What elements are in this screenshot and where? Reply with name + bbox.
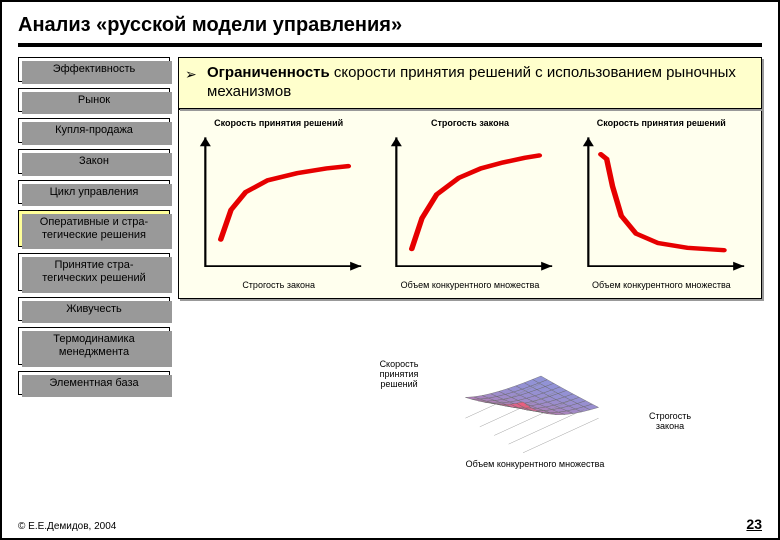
main-area: ➢ Ограниченность скорости принятия решен…	[178, 57, 762, 487]
surface-zlabel: Скорость принятия решений	[369, 360, 429, 390]
chart-ylabel-2: Скорость принятия решений	[570, 118, 753, 128]
sidebar-item-9[interactable]: Элементная база	[18, 371, 170, 396]
chart-2: Скорость принятия решенийОбъем конкурент…	[570, 118, 753, 290]
surface-ylabel: Строгость закона	[635, 412, 705, 432]
chart-svg-0	[187, 130, 370, 278]
sidebar-item-8[interactable]: Термодинамика менеджмента	[18, 327, 170, 364]
surface-chart: Скорость принятия решений Объем конкурен…	[353, 282, 723, 480]
charts-row: Скорость принятия решений Строгость закон…	[178, 109, 762, 299]
surface-xlabel: Объем конкурентного множества	[465, 460, 605, 470]
sidebar-item-0[interactable]: Эффективность	[18, 57, 170, 82]
chart-svg-2	[570, 130, 753, 278]
title-underline	[18, 43, 762, 47]
chart-0: Скорость принятия решений Строгость закон…	[187, 118, 370, 290]
sidebar-item-4[interactable]: Цикл управления	[18, 180, 170, 205]
chart-ylabel-0: Скорость принятия решений	[187, 118, 370, 128]
bullet-icon: ➢	[185, 66, 197, 83]
chart-svg-1	[378, 130, 561, 278]
sidebar: Эффективность Рынок Купля-продажа Закон Цикл…	[18, 57, 170, 487]
chart-xlabel-0: Строгость закона	[187, 280, 370, 290]
sidebar-item-2[interactable]: Купля-продажа	[18, 118, 170, 143]
slide-title: Анализ «русской модели управления»	[18, 14, 762, 37]
sidebar-item-5[interactable]: Оперативные и стра- тегические решения	[18, 210, 170, 247]
sidebar-item-6[interactable]: Принятие стра- тегических решений	[18, 253, 170, 290]
chart-1: Строгость законаОбъем конкурентного множ…	[378, 118, 561, 290]
page-number: 23	[746, 516, 762, 532]
sidebar-item-1[interactable]: Рынок	[18, 88, 170, 113]
callout-lead: Ограниченность	[207, 64, 330, 81]
chart-ylabel-1: Строгость закона	[378, 118, 561, 128]
callout-box: ➢ Ограниченность скорости принятия решен…	[178, 57, 762, 109]
sidebar-item-3[interactable]: Закон	[18, 149, 170, 174]
callout-text: Ограниченность скорости принятия решений…	[207, 64, 751, 102]
sidebar-item-7[interactable]: Живучесть	[18, 297, 170, 322]
footer-copyright: © Е.Е.Демидов, 2004	[18, 521, 116, 532]
